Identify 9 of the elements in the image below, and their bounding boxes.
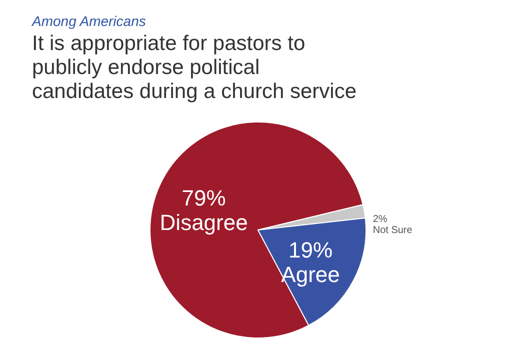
data-label: 79% <box>182 186 226 211</box>
chart-subtitle: Among Americans <box>31 13 146 29</box>
pie-slice <box>150 122 364 338</box>
slice-label: Agree <box>281 262 340 287</box>
slice-label: Not Sure <box>372 224 413 236</box>
slice-label: Disagree <box>160 210 248 235</box>
data-label: 19% <box>288 238 333 263</box>
data-label: 2% <box>372 214 388 225</box>
chart-title: It is appropriate for pastors to publicly endorse political candidates during a church service <box>32 32 357 103</box>
